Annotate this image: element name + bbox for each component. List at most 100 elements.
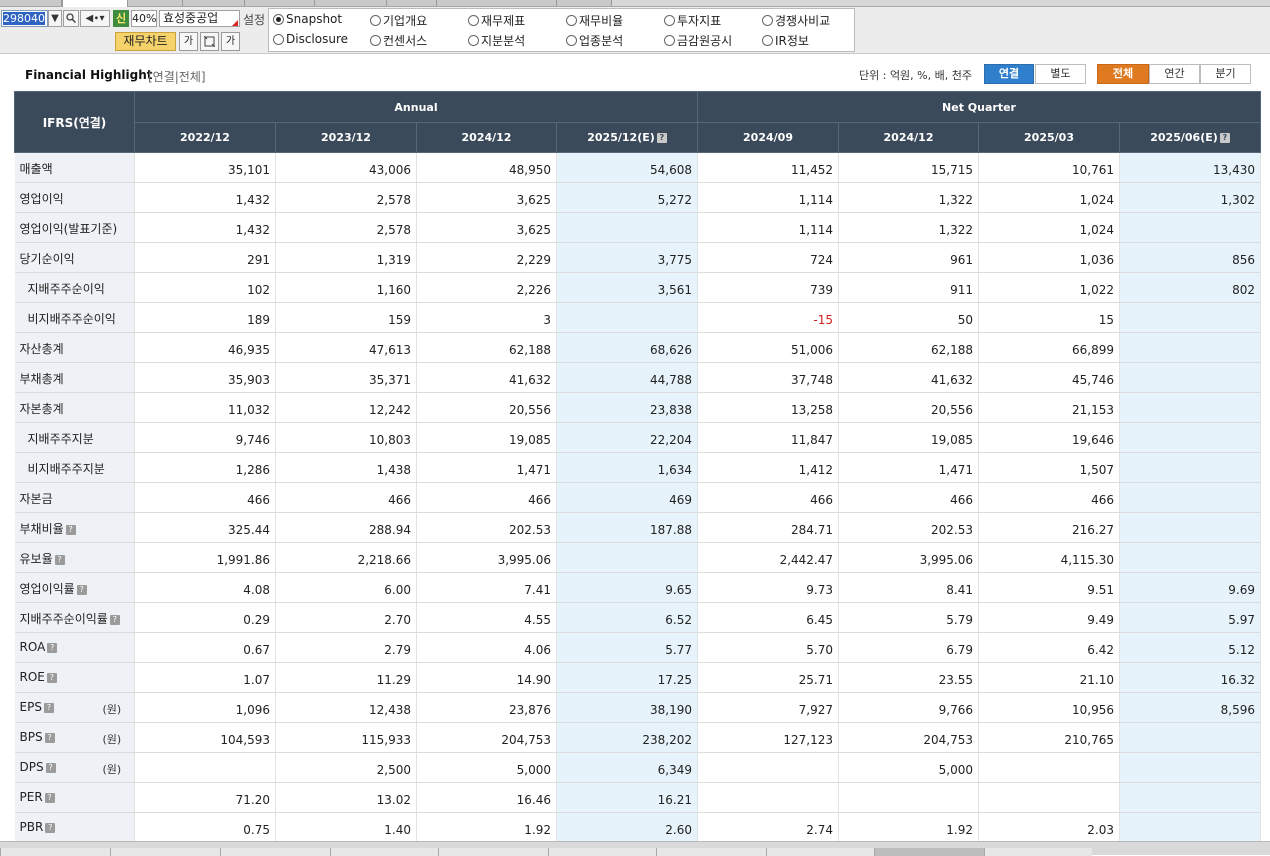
row-label: 지배주주순이익 (14, 272, 135, 303)
consolidated-toggle[interactable]: 연결 (984, 64, 1034, 84)
help-icon[interactable]: ? (46, 673, 57, 683)
corner-marker-icon (232, 20, 238, 26)
radio-fss-disclosure[interactable]: 금감원공시 (664, 32, 732, 49)
stock-code-input[interactable]: 298040 (1, 10, 48, 27)
radio-competitor-comparison[interactable]: 경쟁사비교 (762, 12, 830, 29)
help-icon[interactable]: ? (44, 733, 55, 743)
table-cell: 2,229 (416, 242, 557, 273)
bottom-tab[interactable] (438, 848, 548, 856)
financial-chart-button[interactable]: 재무차트 (115, 32, 176, 51)
table-cell: 12,438 (275, 692, 417, 723)
table-cell: 284.71 (697, 512, 840, 543)
settings-link[interactable]: 설정 (243, 13, 266, 27)
radio-dot (468, 35, 479, 46)
table-cell: 1,022 (978, 272, 1121, 303)
period-annual-toggle[interactable]: 연간 (1149, 64, 1200, 84)
radio-consensus[interactable]: 컨센서스 (370, 32, 427, 49)
radio-financial-statements[interactable]: 재무제표 (468, 12, 525, 29)
bottom-tab[interactable] (0, 848, 110, 856)
row-label: 부채총계 (14, 362, 135, 393)
bottom-tab[interactable] (984, 848, 1092, 856)
table-cell: 20,556 (416, 392, 557, 423)
table-cell: 23,876 (416, 692, 557, 723)
column-header-label: 2024/12 (461, 131, 512, 144)
table-cell: 9,746 (134, 422, 276, 453)
help-icon[interactable]: ? (44, 793, 55, 803)
radio-disclosure[interactable]: Disclosure (273, 32, 348, 46)
help-icon[interactable]: ? (45, 823, 56, 833)
bottom-tab[interactable] (110, 848, 220, 856)
tab-4[interactable] (183, 0, 245, 6)
speaker-icon[interactable]: ◀∙▾ (80, 10, 110, 27)
radio-snapshot[interactable]: Snapshot (273, 12, 342, 26)
table-cell: 2,218.66 (275, 542, 417, 573)
table-cell (1119, 302, 1262, 333)
table-cell: 11,452 (697, 152, 840, 183)
row-label: 영업이익 (14, 182, 135, 213)
period-quarter-toggle[interactable]: 분기 (1200, 64, 1251, 84)
table-cell: 35,903 (134, 362, 276, 393)
tab-8[interactable] (437, 0, 557, 6)
table-cell: 6.45 (697, 602, 840, 633)
bottom-tab[interactable] (874, 848, 984, 856)
table-cell (978, 752, 1121, 783)
tab-3[interactable] (128, 0, 183, 6)
row-label-text: PER (19, 790, 43, 804)
tab-5[interactable] (245, 0, 315, 6)
table-cell: 3,625 (416, 212, 557, 243)
tab-2-active[interactable] (62, 0, 128, 7)
radio-equity-analysis[interactable]: 지분분석 (468, 32, 525, 49)
table-cell (1119, 482, 1262, 513)
help-icon[interactable]: ? (43, 703, 54, 713)
radio-dot (370, 35, 381, 46)
help-icon[interactable]: ? (1219, 133, 1230, 143)
help-icon[interactable]: ? (54, 555, 65, 565)
tab-1[interactable] (0, 0, 62, 6)
column-header: 2022/12 (134, 122, 276, 153)
table-cell (1119, 422, 1262, 453)
separate-toggle[interactable]: 별도 (1035, 64, 1086, 84)
table-cell: 2.74 (697, 812, 840, 843)
radio-investment-indicators[interactable]: 투자지표 (664, 12, 721, 29)
table-cell: 9.73 (697, 572, 840, 603)
bottom-tab[interactable] (330, 848, 438, 856)
column-header: 2024/12 (838, 122, 980, 153)
help-icon[interactable]: ? (656, 133, 667, 143)
period-all-toggle[interactable]: 전체 (1097, 64, 1149, 84)
font-large-button[interactable]: 가 (221, 32, 240, 51)
company-name-field[interactable]: 효성중공업 (159, 10, 240, 27)
table-cell (134, 752, 276, 783)
help-icon[interactable]: ? (47, 643, 58, 653)
radio-financial-ratios[interactable]: 재무비율 (566, 12, 623, 29)
row-label-text: ROA (19, 640, 46, 654)
chevron-down-icon[interactable]: ▼ (48, 10, 62, 27)
table-row: 비지배주주지분 1,286 1,438 1,471 1,634 1,412 1,471 1,5… (14, 452, 1262, 483)
table-cell: 68,626 (556, 332, 699, 363)
radio-company-overview[interactable]: 기업개요 (370, 12, 427, 29)
bottom-tab[interactable] (220, 848, 330, 856)
expand-icon[interactable] (200, 32, 219, 51)
tab-6[interactable] (315, 0, 387, 6)
table-cell: 2.03 (978, 812, 1121, 843)
help-icon[interactable]: ? (109, 615, 120, 625)
help-icon[interactable]: ? (65, 525, 76, 535)
table-cell (1119, 722, 1262, 753)
table-cell: 3,995.06 (838, 542, 980, 573)
radio-industry-analysis[interactable]: 업종분석 (566, 32, 623, 49)
font-small-button[interactable]: 가 (179, 32, 198, 51)
tab-9[interactable] (557, 0, 612, 6)
bottom-tab[interactable] (656, 848, 766, 856)
table-cell: 10,956 (978, 692, 1121, 723)
table-cell: 1,432 (134, 212, 276, 243)
bottom-tab[interactable] (548, 848, 656, 856)
radio-ir-info[interactable]: IR정보 (762, 32, 809, 49)
column-header-label: 2025/12(E) (587, 131, 655, 144)
help-icon[interactable]: ? (76, 585, 87, 595)
search-icon[interactable] (63, 10, 79, 27)
row-label: 비지배주주지분 (14, 452, 135, 483)
bottom-tab[interactable] (766, 848, 874, 856)
help-icon[interactable]: ? (45, 763, 56, 773)
table-cell: 3,561 (556, 272, 699, 303)
table-cell: 48,950 (416, 152, 557, 183)
tab-7[interactable] (387, 0, 437, 6)
